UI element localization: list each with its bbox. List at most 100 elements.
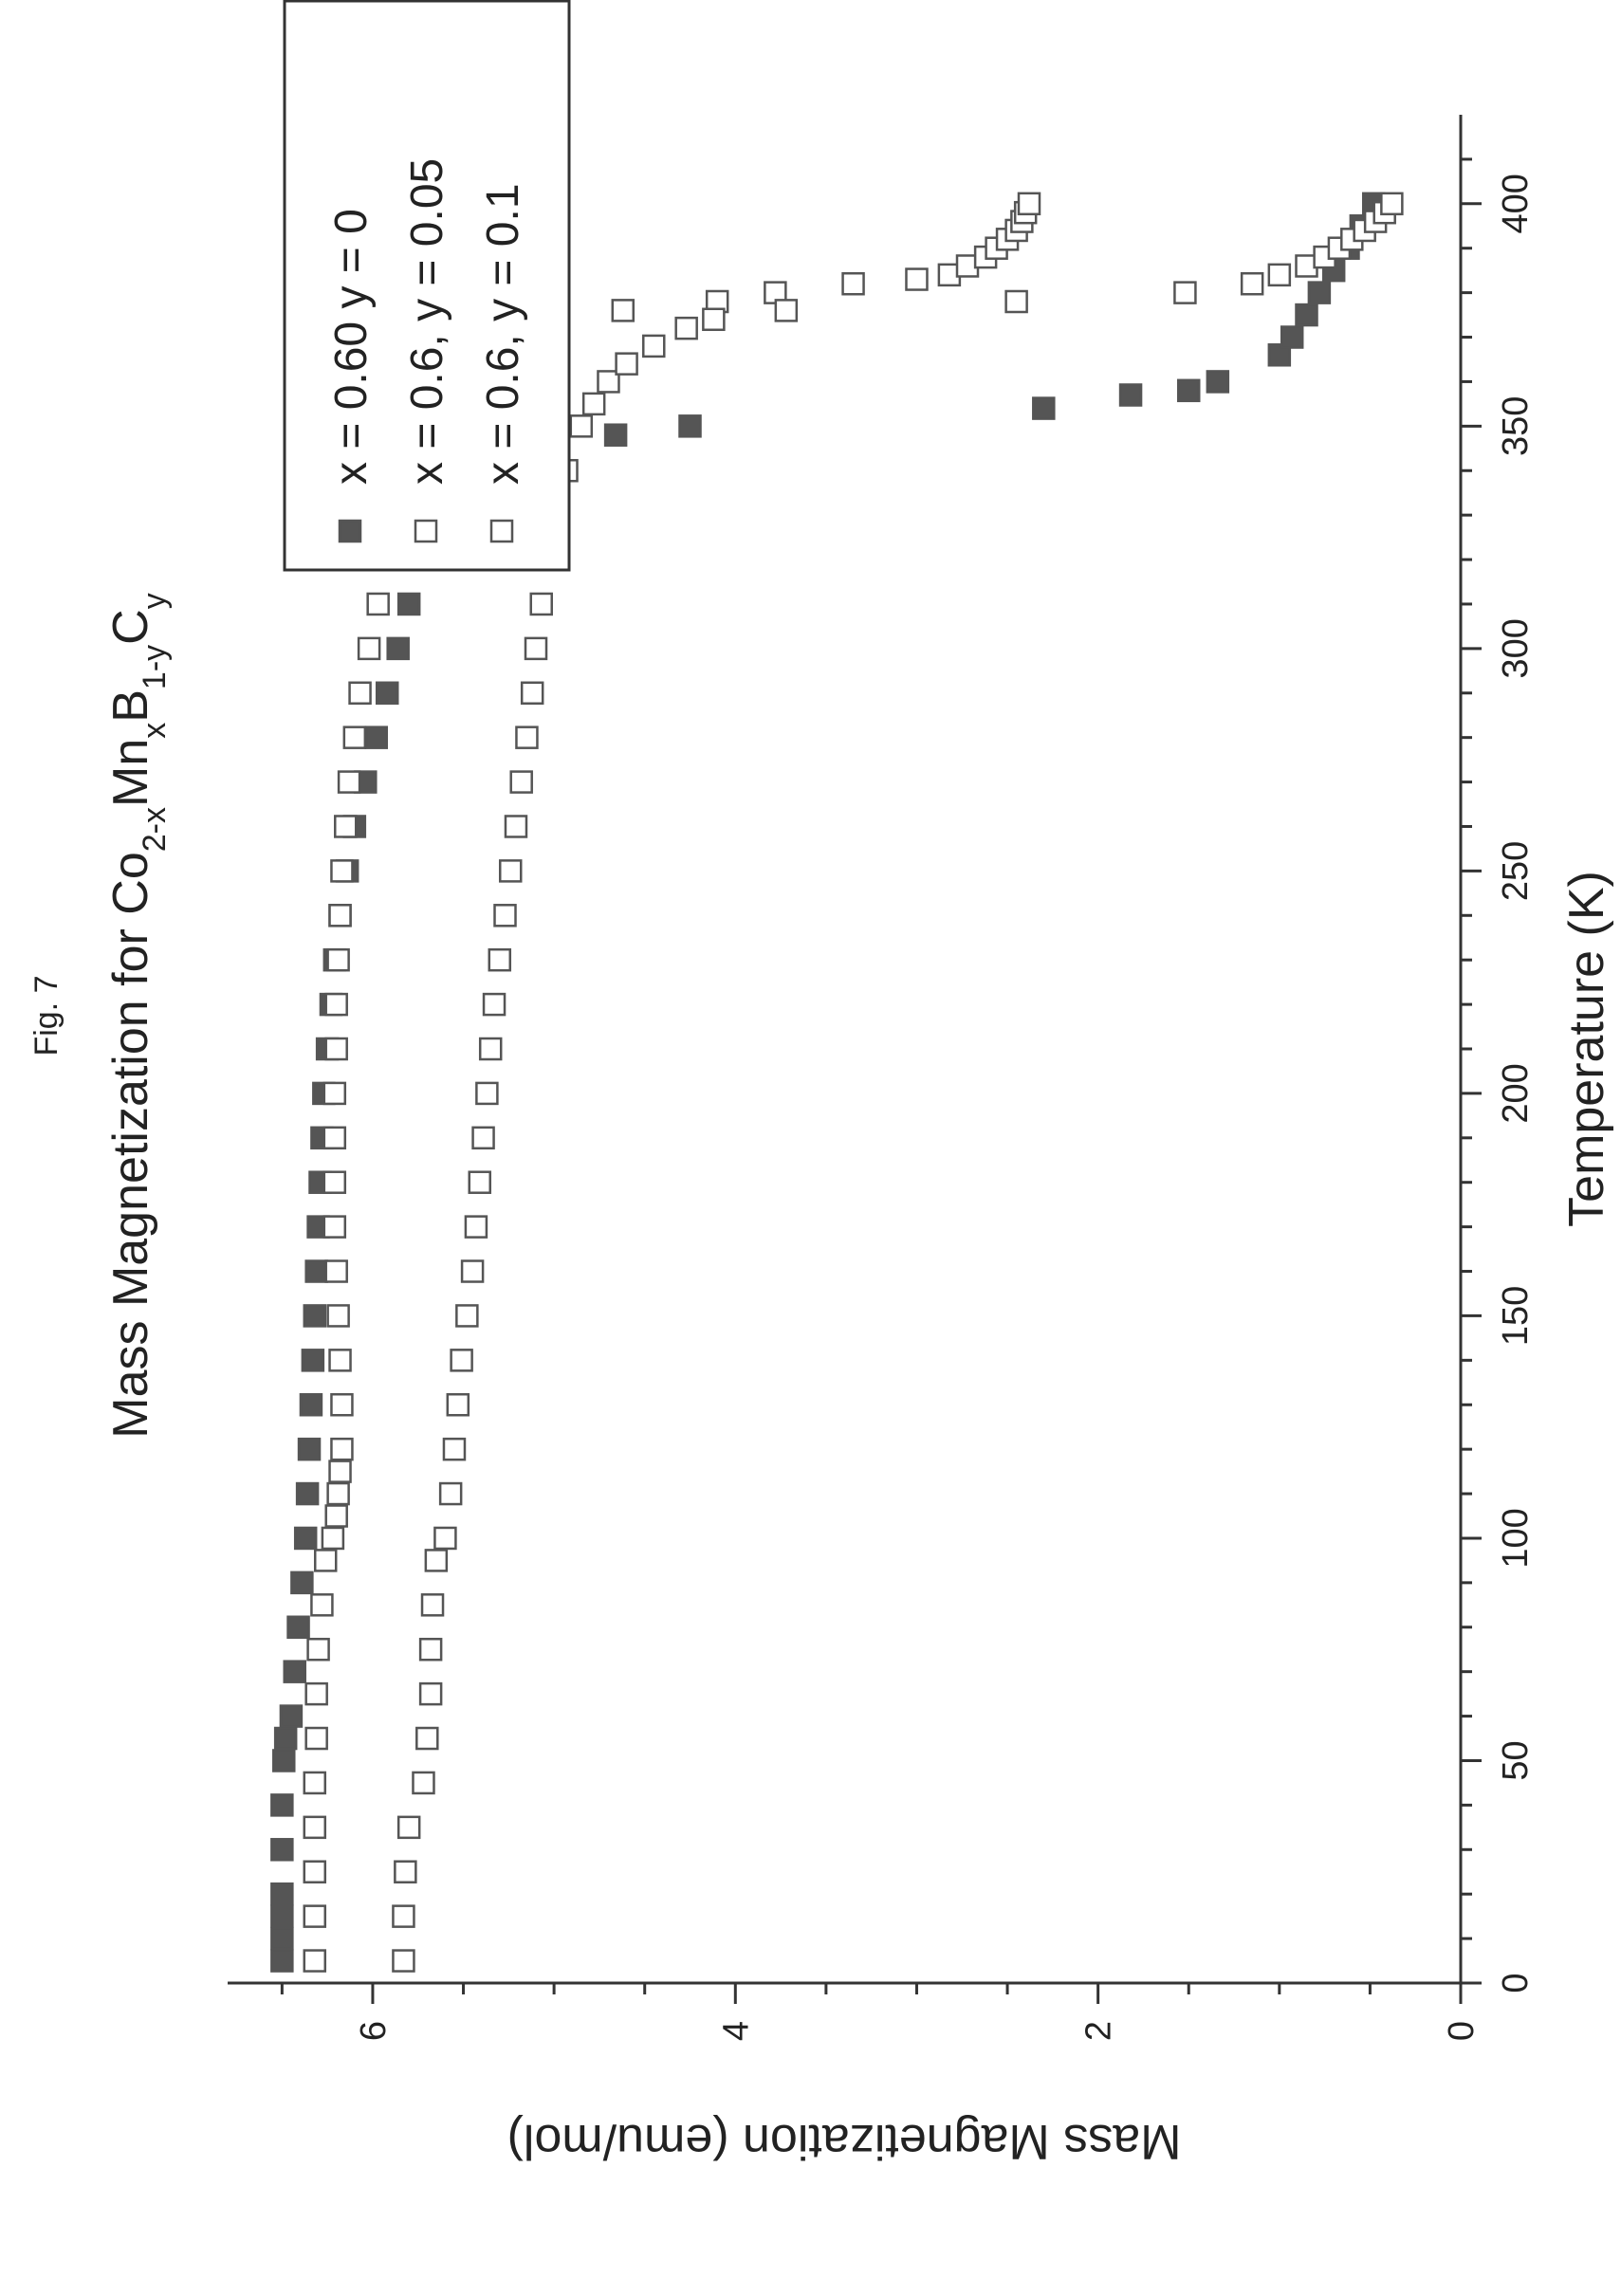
data-point-series-3: [418, 1681, 443, 1706]
data-point-series-2: [324, 1259, 348, 1283]
data-point-series-2: [1017, 192, 1041, 216]
data-point-series-1: [1280, 325, 1304, 349]
legend: x = 0.60 y = 0 x = 0.6, y = 0.05 x = 0.6, …: [283, 0, 571, 572]
data-point-series-3: [396, 1815, 421, 1840]
data-point-series-3: [524, 636, 548, 661]
y-tick-label: 0: [1442, 2021, 1482, 2041]
figure-label: Fig. 7: [28, 975, 64, 1056]
data-point-series-1: [270, 1904, 294, 1928]
data-point-series-3: [438, 1481, 463, 1506]
data-point-series-1: [1295, 303, 1318, 327]
x-tick-label: 50: [1496, 1740, 1536, 1780]
data-point-series-3: [642, 334, 666, 358]
legend-entry: x = 0.6, y = 0.05: [402, 158, 452, 485]
data-point-series-3: [433, 1526, 457, 1551]
data-point-series-1: [603, 423, 628, 447]
data-point-series-2: [366, 592, 390, 616]
data-point-series-3: [475, 1081, 499, 1106]
data-point-series-3: [482, 992, 507, 1017]
data-point-series-3: [455, 1304, 479, 1328]
data-point-series-2: [611, 299, 636, 322]
data-point-series-1: [1307, 281, 1332, 304]
data-point-series-1: [279, 1704, 304, 1728]
data-point-series-3: [569, 414, 594, 438]
data-point-series-1: [297, 1437, 322, 1461]
data-point-series-2: [303, 1815, 327, 1840]
data-point-series-3: [597, 370, 620, 394]
data-point-series-3: [412, 1771, 435, 1795]
data-point-series-1: [303, 1304, 327, 1328]
data-point-series-2: [324, 1504, 348, 1528]
data-point-series-3: [702, 307, 726, 332]
data-point-series-3: [1004, 289, 1028, 314]
data-point-series-1: [304, 1259, 328, 1283]
data-point-series-1: [273, 1726, 298, 1751]
data-point-series-2: [322, 1126, 347, 1150]
x-tick-label: 400: [1496, 174, 1536, 233]
data-point-series-1: [1032, 396, 1056, 420]
data-point-series-1: [1206, 370, 1230, 394]
data-point-series-3: [415, 1726, 439, 1751]
data-point-series-2: [357, 636, 381, 661]
x-tick-label: 100: [1496, 1508, 1536, 1568]
data-point-series-3: [424, 1549, 449, 1572]
data-point-series-3: [488, 947, 512, 972]
data-point-series-3: [520, 681, 544, 706]
data-point-series-3: [504, 815, 528, 838]
x-tick-label: 0: [1496, 1973, 1536, 1993]
data-point-series-3: [1240, 271, 1264, 296]
data-point-series-1: [270, 1882, 294, 1906]
legend-box: [283, 0, 571, 572]
data-point-series-3: [394, 1860, 417, 1883]
data-point-series-3: [1173, 281, 1197, 304]
data-point-series-3: [493, 904, 517, 928]
data-point-series-1: [364, 726, 389, 749]
data-point-series-2: [321, 1526, 345, 1551]
data-point-series-1: [396, 592, 421, 616]
data-point-series-2: [330, 1392, 354, 1417]
data-point-series-2: [328, 1349, 352, 1372]
data-point-series-2: [303, 1949, 327, 1973]
data-point-series-1: [1176, 378, 1201, 403]
data-point-series-1: [272, 1749, 296, 1773]
data-point-series-1: [290, 1570, 314, 1595]
data-point-series-2: [342, 726, 367, 749]
chart-title: Mass Magnetization for Co2-xMnxB1-yCy: [103, 593, 173, 1438]
data-point-series-3: [464, 1215, 488, 1239]
data-point-series-3: [460, 1259, 485, 1283]
plot-area: 0 50 100 150 200 250 300 350 400 0 2 4 6: [228, 115, 1536, 2041]
data-point-series-2: [326, 1481, 350, 1506]
data-point-series-1: [270, 1838, 294, 1862]
data-point-series-3: [446, 1392, 470, 1417]
data-point-series-2: [303, 1771, 327, 1795]
data-point-series-1: [375, 681, 399, 706]
legend-entry: x = 0.60 y = 0: [326, 209, 377, 485]
y-tick-label: 4: [716, 2021, 756, 2041]
y-tick-label: 6: [354, 2021, 394, 2041]
data-point-series-3: [515, 726, 539, 749]
y-tick-label: 2: [1079, 2021, 1119, 2041]
data-point-series-1: [386, 636, 410, 661]
data-point-series-3: [442, 1437, 467, 1461]
legend-entry: x = 0.6, y = 0.1: [478, 183, 528, 485]
legend-marker: [489, 519, 514, 543]
data-point-series-2: [322, 1170, 347, 1194]
data-point-series-2: [313, 1549, 338, 1572]
data-point-series-1: [295, 1481, 320, 1506]
data-point-series-1: [270, 1926, 294, 1951]
data-point-series-2: [348, 681, 372, 706]
data-point-series-2: [322, 1215, 347, 1239]
data-point-series-3: [1380, 192, 1404, 216]
data-point-series-3: [392, 1904, 415, 1928]
data-point-series-2: [905, 267, 929, 291]
data-point-series-2: [304, 1726, 328, 1751]
x-axis-label: Temperature (K): [1559, 871, 1614, 1227]
data-point-series-2: [303, 1904, 327, 1928]
data-point-series-3: [509, 770, 533, 794]
data-point-series-3: [468, 1170, 491, 1194]
data-point-series-1: [270, 1949, 294, 1973]
data-point-series-2: [326, 947, 350, 972]
data-point-series-3: [392, 1949, 415, 1973]
data-point-series-2: [841, 271, 865, 296]
data-point-series-2: [304, 1681, 328, 1706]
